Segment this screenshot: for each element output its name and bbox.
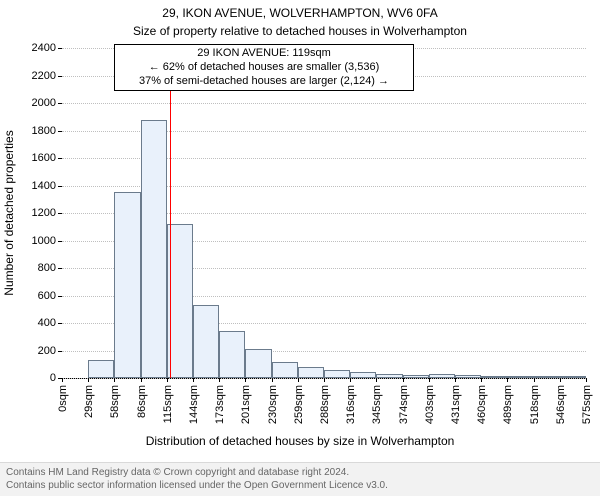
y-tick-label: 2200 bbox=[32, 70, 62, 82]
chart-frame: 29, IKON AVENUE, WOLVERHAMPTON, WV6 0FA … bbox=[0, 0, 600, 500]
histogram-bar bbox=[534, 376, 560, 378]
x-tick-label: 201sqm bbox=[238, 385, 252, 424]
x-tick-label: 460sqm bbox=[474, 385, 488, 424]
histogram-bar bbox=[245, 349, 271, 378]
histogram-bar bbox=[324, 370, 350, 378]
attribution-footer: Contains HM Land Registry data © Crown c… bbox=[0, 462, 600, 496]
y-tick-label: 800 bbox=[38, 262, 62, 274]
x-tick-mark bbox=[481, 378, 482, 382]
y-tick-label: 1400 bbox=[32, 180, 62, 192]
y-tick-label: 400 bbox=[38, 317, 62, 329]
histogram-bar bbox=[481, 376, 507, 378]
x-tick-mark bbox=[193, 378, 194, 382]
x-tick-mark bbox=[272, 378, 273, 382]
x-tick-mark bbox=[324, 378, 325, 382]
y-tick-label: 1600 bbox=[32, 152, 62, 164]
x-tick-mark bbox=[586, 378, 587, 382]
histogram-bar bbox=[272, 362, 298, 379]
x-axis-label: Distribution of detached houses by size … bbox=[0, 434, 600, 448]
y-gridline bbox=[62, 103, 586, 104]
x-tick-label: 0sqm bbox=[55, 385, 69, 412]
x-tick-mark bbox=[219, 378, 220, 382]
x-tick-mark bbox=[141, 378, 142, 382]
attribution-line2: Contains public sector information licen… bbox=[6, 480, 594, 493]
x-tick-label: 58sqm bbox=[107, 385, 121, 418]
x-tick-mark bbox=[429, 378, 430, 382]
histogram-bar bbox=[429, 374, 455, 378]
attribution-line1: Contains HM Land Registry data © Crown c… bbox=[6, 467, 594, 480]
callout-line3: 37% of semi-detached houses are larger (… bbox=[119, 75, 409, 89]
x-tick-label: 288sqm bbox=[317, 385, 331, 424]
x-tick-label: 115sqm bbox=[160, 385, 174, 423]
x-tick-mark bbox=[403, 378, 404, 382]
y-tick-label: 2400 bbox=[32, 42, 62, 54]
x-tick-label: 403sqm bbox=[422, 385, 436, 424]
y-tick-label: 600 bbox=[38, 290, 62, 302]
histogram-bar bbox=[455, 375, 481, 378]
histogram-bar bbox=[193, 305, 219, 378]
callout-line1: 29 IKON AVENUE: 119sqm bbox=[119, 47, 409, 61]
y-tick-label: 0 bbox=[50, 372, 62, 384]
x-tick-label: 230sqm bbox=[265, 385, 279, 424]
histogram-bar bbox=[298, 367, 324, 378]
y-tick-label: 1800 bbox=[32, 125, 62, 137]
x-tick-mark bbox=[560, 378, 561, 382]
histogram-bar bbox=[350, 372, 376, 378]
x-tick-mark bbox=[245, 378, 246, 382]
chart-title-line2: Size of property relative to detached ho… bbox=[0, 24, 600, 38]
x-tick-label: 259sqm bbox=[291, 385, 305, 424]
histogram-bar bbox=[114, 192, 140, 378]
y-tick-label: 1000 bbox=[32, 235, 62, 247]
x-tick-mark bbox=[534, 378, 535, 382]
x-tick-label: 29sqm bbox=[81, 385, 95, 418]
x-tick-mark bbox=[114, 378, 115, 382]
histogram-bar bbox=[219, 331, 245, 378]
x-tick-mark bbox=[298, 378, 299, 382]
histogram-bar bbox=[88, 360, 114, 378]
x-tick-label: 518sqm bbox=[527, 385, 541, 424]
x-tick-mark bbox=[167, 378, 168, 382]
x-tick-label: 489sqm bbox=[500, 385, 514, 424]
x-tick-label: 316sqm bbox=[343, 385, 357, 424]
x-tick-label: 575sqm bbox=[579, 385, 593, 424]
histogram-bar bbox=[507, 376, 533, 378]
callout-line2: ← 62% of detached houses are smaller (3,… bbox=[119, 61, 409, 75]
histogram-bar bbox=[560, 376, 586, 378]
y-axis-label: Number of detached properties bbox=[2, 130, 16, 295]
callout-box: 29 IKON AVENUE: 119sqm ← 62% of detached… bbox=[114, 44, 414, 91]
reference-line bbox=[170, 48, 171, 378]
histogram-bar bbox=[141, 120, 167, 379]
plot-area: 0200400600800100012001400160018002000220… bbox=[62, 48, 586, 379]
chart-title-line1: 29, IKON AVENUE, WOLVERHAMPTON, WV6 0FA bbox=[0, 6, 600, 20]
x-tick-mark bbox=[376, 378, 377, 382]
x-tick-label: 431sqm bbox=[448, 385, 462, 424]
histogram-bar bbox=[403, 375, 429, 378]
x-tick-label: 546sqm bbox=[553, 385, 567, 424]
x-tick-label: 345sqm bbox=[369, 385, 383, 424]
y-tick-label: 2000 bbox=[32, 97, 62, 109]
x-tick-mark bbox=[88, 378, 89, 382]
x-tick-label: 144sqm bbox=[186, 385, 200, 424]
x-tick-label: 86sqm bbox=[134, 385, 148, 418]
x-tick-label: 374sqm bbox=[396, 385, 410, 424]
x-tick-mark bbox=[455, 378, 456, 382]
x-tick-mark bbox=[62, 378, 63, 382]
y-tick-label: 1200 bbox=[32, 207, 62, 219]
x-tick-mark bbox=[507, 378, 508, 382]
x-tick-mark bbox=[350, 378, 351, 382]
x-tick-label: 173sqm bbox=[212, 385, 226, 424]
histogram-bar bbox=[376, 374, 402, 378]
y-tick-label: 200 bbox=[38, 345, 62, 357]
